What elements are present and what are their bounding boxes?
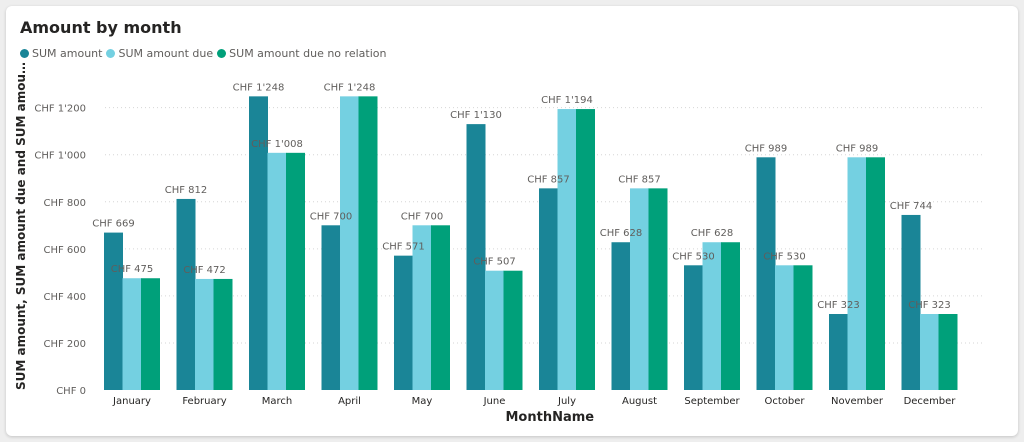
legend-item-sum-amount-due[interactable]: SUM amount due bbox=[106, 47, 213, 60]
x-tick-label: October bbox=[764, 396, 805, 407]
bar-october-series-2 bbox=[793, 265, 813, 390]
x-tick-label: November bbox=[831, 396, 884, 407]
bar-november-series-1 bbox=[847, 157, 867, 390]
x-tick-label: July bbox=[557, 396, 576, 407]
data-label: CHF 1'008 bbox=[251, 139, 303, 150]
x-tick-label: August bbox=[622, 396, 657, 407]
bar-october-series-1 bbox=[775, 265, 794, 390]
x-tick-label: February bbox=[182, 396, 226, 407]
x-tick-label: May bbox=[412, 396, 433, 407]
bar-november-series-0 bbox=[829, 314, 848, 390]
x-tick-label: March bbox=[262, 396, 292, 407]
data-label: CHF 628 bbox=[691, 228, 734, 239]
data-label: CHF 857 bbox=[618, 174, 661, 185]
bar-august-series-0 bbox=[611, 242, 631, 390]
data-label: CHF 857 bbox=[527, 174, 570, 185]
data-label: CHF 700 bbox=[401, 211, 444, 222]
data-label: CHF 700 bbox=[310, 211, 353, 222]
x-tick-label: April bbox=[338, 396, 361, 407]
bar-february-series-0 bbox=[176, 198, 196, 390]
data-label: CHF 507 bbox=[473, 257, 516, 268]
data-label: CHF 812 bbox=[165, 185, 208, 196]
data-label: CHF 323 bbox=[908, 300, 951, 311]
legend-marker-sum-amount bbox=[20, 49, 29, 58]
bar-may-series-0 bbox=[394, 255, 413, 390]
bar-september-series-2 bbox=[721, 242, 740, 390]
bar-august-series-1 bbox=[630, 188, 649, 390]
x-tick-label: June bbox=[483, 396, 506, 407]
data-label: CHF 1'194 bbox=[541, 95, 593, 106]
data-label: CHF 989 bbox=[745, 143, 788, 154]
bar-january-series-0 bbox=[104, 232, 123, 390]
bar-march-series-0 bbox=[249, 96, 268, 391]
bar-september-series-0 bbox=[684, 265, 703, 390]
y-tick-label: CHF 400 bbox=[43, 292, 86, 303]
bar-june-series-1 bbox=[485, 270, 504, 390]
y-tick-label: CHF 1'000 bbox=[34, 151, 86, 162]
y-tick-label: CHF 800 bbox=[43, 198, 86, 209]
bar-november-series-2 bbox=[866, 157, 885, 390]
data-label: CHF 571 bbox=[382, 242, 425, 253]
bar-august-series-2 bbox=[648, 188, 668, 390]
bar-may-series-2 bbox=[431, 225, 450, 390]
bar-may-series-1 bbox=[412, 225, 432, 390]
bar-july-series-2 bbox=[576, 109, 595, 390]
y-tick-label: CHF 600 bbox=[43, 245, 86, 256]
y-tick-label: CHF 1'200 bbox=[34, 104, 86, 115]
legend-label-sum-amount: SUM amount bbox=[32, 47, 103, 60]
legend-label-sum-amount-due-no-relation: SUM amount due no relation bbox=[229, 47, 387, 60]
x-tick-label: January bbox=[112, 396, 151, 407]
legend-item-sum-amount[interactable]: SUM amount bbox=[20, 47, 102, 60]
y-tick-label: CHF 0 bbox=[56, 386, 86, 397]
bar-february-series-2 bbox=[213, 278, 233, 390]
bar-july-series-1 bbox=[557, 109, 577, 390]
bar-march-series-1 bbox=[267, 152, 287, 390]
x-axis-title: MonthName bbox=[505, 410, 595, 425]
chart-legend: SUM amount SUM amount due SUM amount due… bbox=[20, 47, 390, 60]
data-label: CHF 744 bbox=[890, 201, 933, 212]
data-label: CHF 1'248 bbox=[233, 82, 285, 93]
chart-title: Amount by month bbox=[20, 18, 182, 37]
data-label: CHF 669 bbox=[92, 219, 135, 230]
legend-item-sum-amount-due-no-relation[interactable]: SUM amount due no relation bbox=[217, 47, 386, 60]
bar-april-series-2 bbox=[358, 96, 378, 391]
data-label: CHF 1'248 bbox=[324, 82, 376, 93]
data-label: CHF 472 bbox=[183, 265, 226, 276]
legend-label-sum-amount-due: SUM amount due bbox=[118, 47, 214, 60]
bar-december-series-0 bbox=[901, 214, 921, 390]
bar-april-series-0 bbox=[321, 225, 341, 390]
bar-september-series-1 bbox=[702, 242, 722, 390]
bar-july-series-0 bbox=[539, 188, 558, 390]
legend-marker-sum-amount-due bbox=[106, 49, 116, 58]
bar-june-series-0 bbox=[466, 124, 486, 390]
bar-january-series-1 bbox=[122, 278, 142, 390]
bar-february-series-1 bbox=[195, 278, 214, 390]
bar-june-series-2 bbox=[503, 270, 523, 390]
x-tick-label: December bbox=[904, 396, 957, 407]
bar-march-series-2 bbox=[286, 152, 305, 390]
data-label: CHF 1'130 bbox=[450, 110, 502, 121]
data-label: CHF 628 bbox=[600, 228, 643, 239]
legend-marker-sum-amount-due-no-relation bbox=[217, 49, 227, 58]
bar-january-series-2 bbox=[141, 278, 160, 390]
bar-april-series-1 bbox=[340, 96, 359, 391]
bar-october-series-0 bbox=[756, 157, 776, 390]
bar-december-series-2 bbox=[938, 314, 958, 390]
x-tick-label: September bbox=[684, 396, 740, 407]
data-label: CHF 475 bbox=[111, 264, 154, 275]
data-label: CHF 530 bbox=[763, 251, 806, 262]
bar-december-series-1 bbox=[920, 314, 939, 390]
data-label: CHF 989 bbox=[836, 143, 879, 154]
data-label: CHF 530 bbox=[672, 251, 715, 262]
data-label: CHF 323 bbox=[817, 300, 860, 311]
y-tick-label: CHF 200 bbox=[43, 339, 86, 350]
